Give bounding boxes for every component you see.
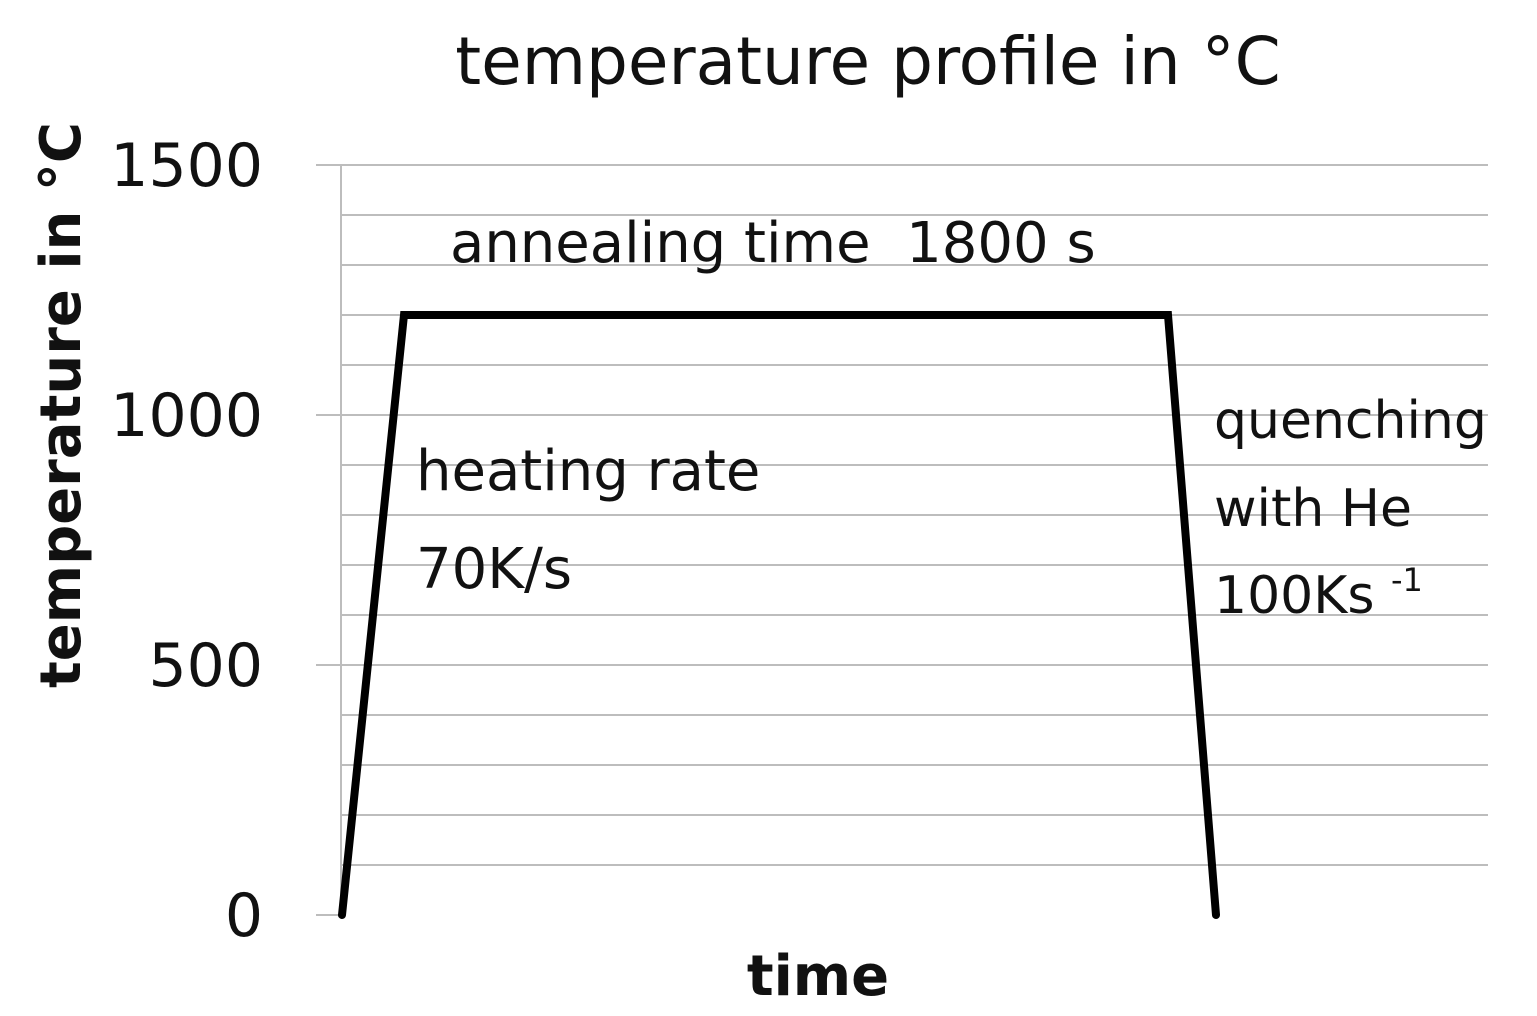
x-axis-label: time xyxy=(747,944,889,1009)
quench-annotation-line2: with He xyxy=(1214,479,1412,539)
series-layer xyxy=(338,311,1220,919)
annealing-annotation: annealing time 1800 s xyxy=(450,211,1096,276)
temperature-profile-line xyxy=(338,311,1220,919)
y-tick-label: 1500 xyxy=(110,131,263,201)
heating-annotation-line2: 70K/s xyxy=(416,537,572,602)
quench-annotation-line3: 100Ks -1 xyxy=(1214,561,1423,626)
y-tick-label: 0 xyxy=(225,881,263,951)
chart-title: temperature profile in °C xyxy=(455,23,1281,100)
y-tick-label: 500 xyxy=(148,631,263,701)
y-axis-label: temperature in °C xyxy=(29,122,94,688)
quench-rate-base: 100Ks xyxy=(1214,566,1374,626)
quench-annotation-line1: quenching xyxy=(1214,391,1487,451)
axis-layer: 0 500 1000 1500 xyxy=(110,131,342,951)
y-tick-label: 1000 xyxy=(110,381,263,451)
heating-annotation-line1: heating rate xyxy=(416,439,760,504)
quench-rate-exponent: -1 xyxy=(1391,561,1423,599)
